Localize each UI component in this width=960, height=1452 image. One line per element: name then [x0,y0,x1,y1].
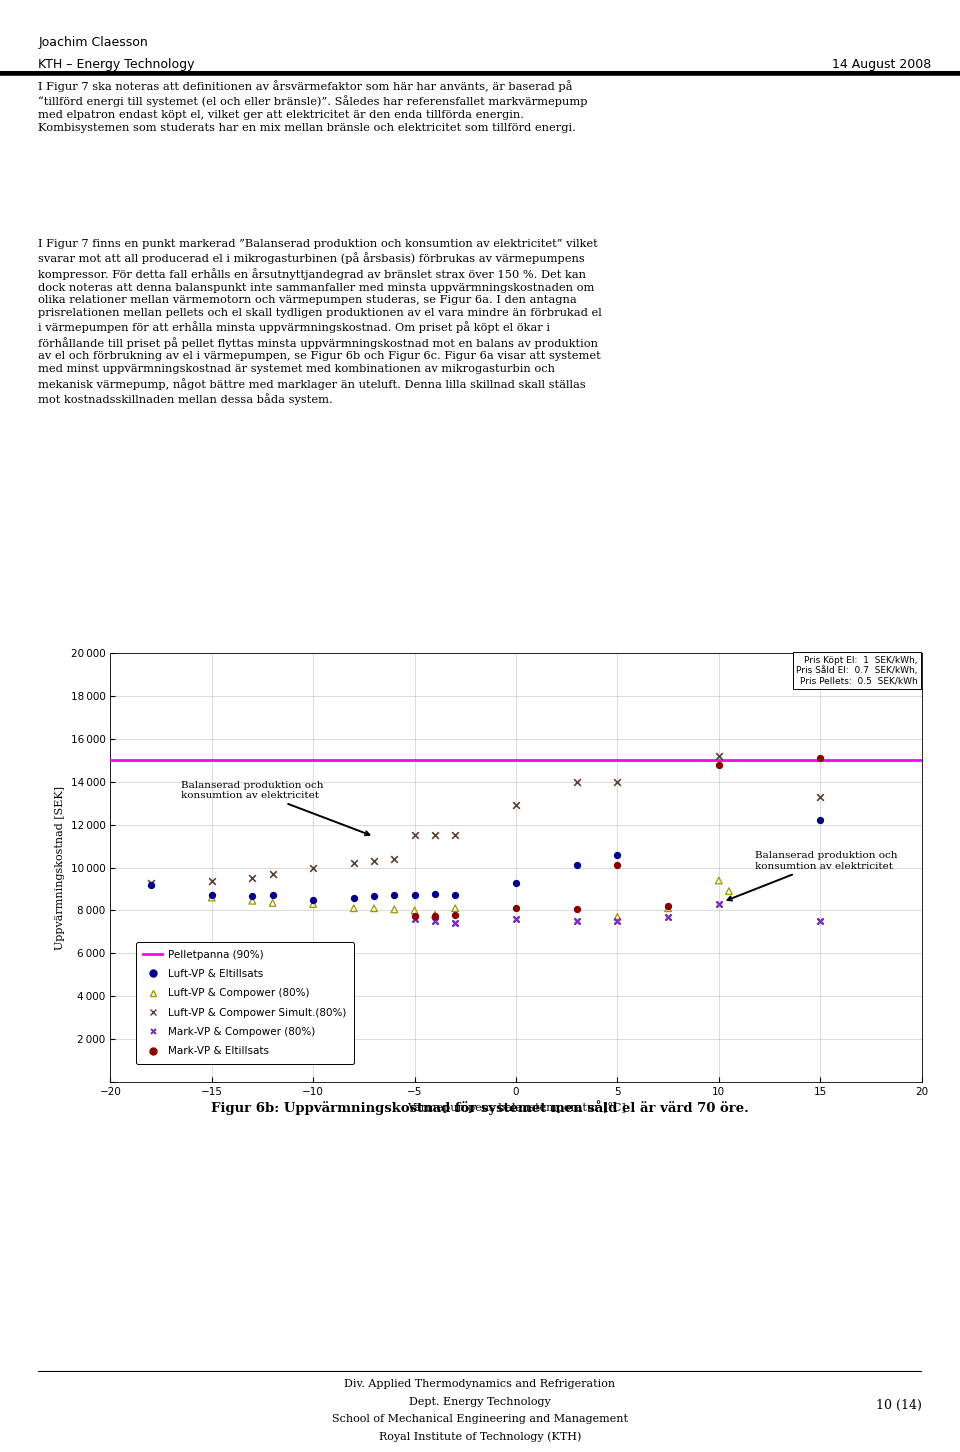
Point [660,905,676,928]
Point [427,903,443,926]
Point [367,884,382,908]
Point [265,892,280,915]
Point [447,903,463,926]
Point [812,746,828,770]
Point [812,786,828,809]
Point [407,899,422,922]
Point [427,823,443,847]
Text: Div. Applied Thermodynamics and Refrigeration: Div. Applied Thermodynamics and Refriger… [345,1379,615,1390]
Point [509,794,524,817]
Y-axis label: Uppvärmningskostnad [SEK]: Uppvärmningskostnad [SEK] [55,786,65,950]
Point [711,868,727,892]
Point [610,770,625,793]
Text: Joachim Claesson: Joachim Claesson [38,36,148,49]
Text: KTH – Energy Technology: KTH – Energy Technology [38,58,195,71]
Point [711,893,727,916]
Text: Balanserad produktion och
konsumtion av elektricitet: Balanserad produktion och konsumtion av … [181,781,370,835]
Point [204,886,220,909]
Point [812,809,828,832]
Point [711,754,727,777]
Point [305,889,321,912]
Point [387,897,402,921]
Point [711,745,727,768]
Point [812,909,828,932]
Point [509,897,524,921]
Point [305,893,321,916]
Point [245,884,260,908]
Point [610,844,625,867]
Point [143,871,158,894]
Point [447,823,463,847]
Point [447,884,463,908]
Point [427,909,443,932]
Point [610,854,625,877]
Point [265,862,280,886]
Text: Balanserad produktion och
konsumtion av elektricitet: Balanserad produktion och konsumtion av … [728,851,898,900]
Point [367,849,382,873]
Point [569,770,585,793]
Point [407,823,422,847]
Text: Figur 6b: Uppvärmningskostnad för systemet men såld el är värd 70 öre.: Figur 6b: Uppvärmningskostnad för system… [211,1101,749,1115]
Point [660,897,676,921]
Text: I Figur 7 ska noteras att definitionen av årsvärmefaktor som här har använts, är: I Figur 7 ska noteras att definitionen a… [38,80,588,132]
Point [427,883,443,906]
Point [447,897,463,921]
Text: Dept. Energy Technology: Dept. Energy Technology [409,1397,551,1407]
Point [509,908,524,931]
Point [721,880,736,903]
Point [245,867,260,890]
Point [245,889,260,912]
Text: Royal Institute of Technology (KTH): Royal Institute of Technology (KTH) [379,1432,581,1442]
Point [367,897,382,921]
Point [509,871,524,894]
Text: School of Mechanical Engineering and Management: School of Mechanical Engineering and Man… [332,1414,628,1424]
Point [569,909,585,932]
Legend: Pelletpanna (90%), Luft-VP & Eltillsats, Luft-VP & Compower (80%), Luft-VP & Com: Pelletpanna (90%), Luft-VP & Eltillsats,… [136,942,354,1064]
Point [346,886,361,909]
Point [610,905,625,928]
Point [143,873,158,896]
Point [407,905,422,928]
Point [407,908,422,931]
Text: I Figur 7 finns en punkt markerad ”Balanserad produktion och konsumtion av elekt: I Figur 7 finns en punkt markerad ”Balan… [38,240,602,405]
Text: 10 (14): 10 (14) [876,1400,922,1411]
Point [569,854,585,877]
Point [610,909,625,932]
Text: Pris Köpt El:  1  SEK/kWh,
Pris Såld El:  0.7  SEK/kWh,
Pris Pellets:  0.5  SEK/: Pris Köpt El: 1 SEK/kWh, Pris Såld El: 0… [796,655,918,685]
Point [569,897,585,921]
Point [346,852,361,876]
Point [305,855,321,878]
Point [265,884,280,908]
Point [407,884,422,908]
Point [660,894,676,918]
Point [447,912,463,935]
Point [427,905,443,928]
Text: 14 August 2008: 14 August 2008 [832,58,931,71]
Point [204,870,220,893]
Point [346,897,361,921]
Point [387,884,402,908]
Point [387,848,402,871]
Point [204,884,220,908]
X-axis label: Värmepumpens balanstemperatur [°C]: Värmepumpens balanstemperatur [°C] [407,1102,625,1114]
